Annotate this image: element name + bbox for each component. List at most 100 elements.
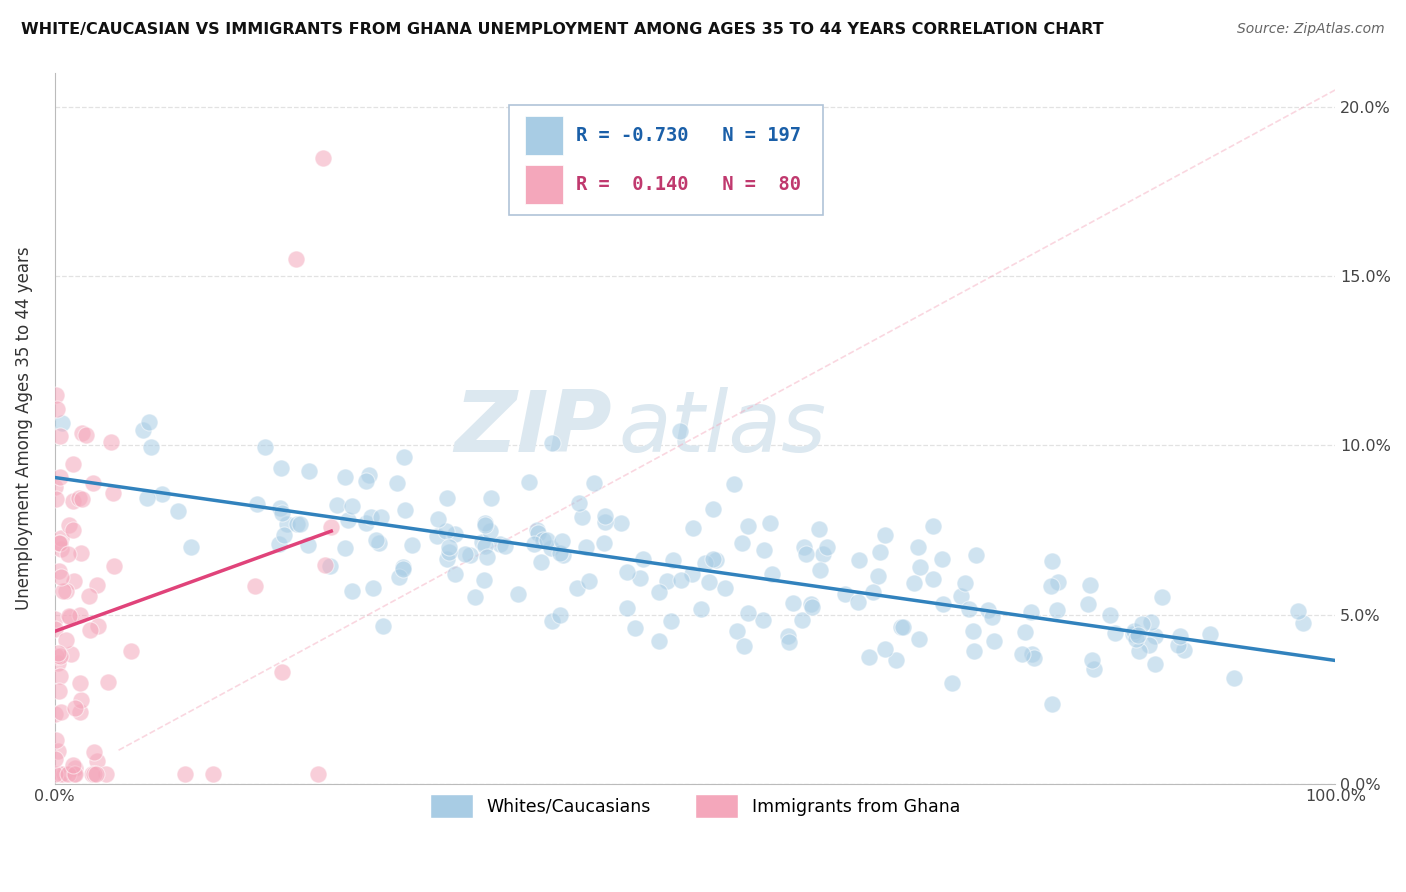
Point <box>884 652 907 666</box>
Point <box>616 565 638 579</box>
Point <box>297 538 319 552</box>
Point <box>752 613 775 627</box>
Point <box>285 516 308 531</box>
Point <box>51 416 73 430</box>
Point <box>737 519 759 533</box>
Point <box>903 575 925 590</box>
Point <box>922 518 945 533</box>
Point <box>963 644 986 658</box>
Point <box>474 518 496 533</box>
Point <box>385 475 408 490</box>
Point <box>1011 648 1033 662</box>
Point <box>62 757 84 772</box>
Point <box>75 428 97 442</box>
Point <box>725 624 748 638</box>
Point <box>354 516 377 530</box>
Point <box>1128 644 1150 658</box>
Point <box>908 560 931 574</box>
Point <box>120 644 142 658</box>
Point <box>55 583 77 598</box>
Text: R = -0.730   N = 197: R = -0.730 N = 197 <box>576 127 801 145</box>
Point <box>1222 671 1244 685</box>
Point <box>48 536 70 550</box>
Point <box>392 562 415 576</box>
Point <box>69 608 91 623</box>
Point <box>270 665 292 680</box>
Point <box>1021 606 1043 620</box>
Point <box>536 533 558 547</box>
Point <box>59 609 82 624</box>
Point <box>45 649 67 664</box>
Point <box>58 517 80 532</box>
Point <box>321 520 343 534</box>
Point <box>517 475 540 490</box>
Point <box>1150 591 1173 605</box>
Point <box>976 602 998 616</box>
Point <box>271 506 294 520</box>
Point <box>270 461 292 475</box>
Point <box>49 705 72 719</box>
Point <box>801 599 824 614</box>
Point <box>1046 574 1069 589</box>
Point <box>527 525 550 540</box>
Point <box>631 551 654 566</box>
Point <box>342 500 364 514</box>
Point <box>139 440 162 454</box>
Point <box>593 509 616 524</box>
Point <box>444 566 467 581</box>
Point <box>56 547 79 561</box>
Point <box>82 475 104 490</box>
Point <box>44 707 66 722</box>
Point <box>1168 629 1191 643</box>
Point <box>808 522 831 536</box>
Point <box>77 589 100 603</box>
Point <box>1140 615 1163 629</box>
Point <box>246 497 269 511</box>
Point <box>51 767 73 781</box>
Point <box>869 544 891 558</box>
Point <box>167 504 190 518</box>
Point <box>1291 615 1313 630</box>
Point <box>243 579 266 593</box>
Point <box>333 541 356 555</box>
FancyBboxPatch shape <box>509 105 823 215</box>
Point <box>84 767 107 781</box>
Point <box>808 562 831 576</box>
Point <box>357 468 380 483</box>
Point <box>80 767 103 781</box>
Point <box>1139 638 1161 652</box>
Point <box>49 648 72 663</box>
Point <box>307 767 329 781</box>
Point <box>298 464 321 478</box>
Point <box>731 536 754 550</box>
Point <box>875 642 897 657</box>
Point <box>69 675 91 690</box>
Point <box>862 584 884 599</box>
Point <box>669 573 692 587</box>
Point <box>363 581 385 595</box>
Point <box>59 648 82 662</box>
Point <box>62 574 84 589</box>
Point <box>962 624 984 639</box>
Point <box>49 536 72 550</box>
Point <box>132 423 155 437</box>
Point <box>1143 629 1166 643</box>
Point <box>624 622 647 636</box>
Point <box>714 582 737 596</box>
Point <box>1122 624 1144 638</box>
Point <box>761 566 783 581</box>
Point <box>494 540 516 554</box>
Point <box>69 705 91 719</box>
Point <box>337 513 360 527</box>
Point <box>368 535 391 549</box>
Point <box>1081 653 1104 667</box>
Point <box>616 601 638 615</box>
Point <box>45 733 67 747</box>
Point <box>875 528 897 542</box>
Point <box>63 767 86 781</box>
Point <box>285 252 308 266</box>
Point <box>311 151 333 165</box>
Point <box>273 527 295 541</box>
Point <box>83 745 105 759</box>
Point <box>51 541 73 556</box>
